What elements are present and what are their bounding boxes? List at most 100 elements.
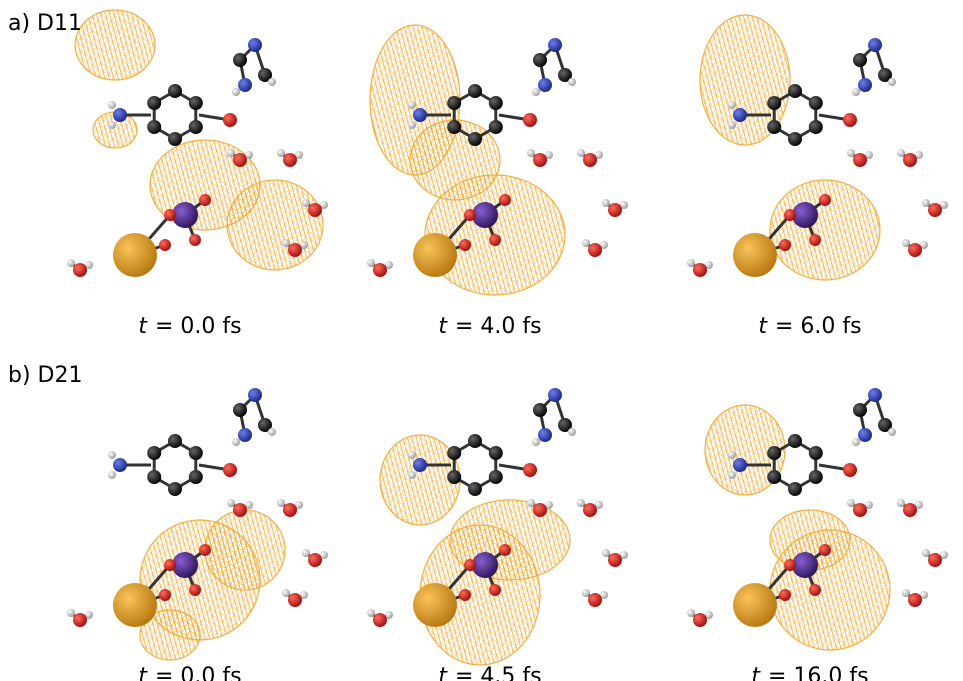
atom — [227, 149, 235, 157]
atom — [548, 38, 562, 52]
atom — [373, 613, 387, 627]
atom — [908, 593, 922, 607]
atom — [468, 482, 482, 496]
scene — [687, 388, 948, 650]
atom — [108, 471, 116, 479]
atom — [413, 458, 427, 472]
atom — [168, 434, 182, 448]
atom — [168, 84, 182, 98]
atom — [853, 153, 867, 167]
atom — [108, 451, 116, 459]
atom — [413, 233, 457, 277]
atom — [788, 84, 802, 98]
atom — [687, 259, 695, 267]
atom — [809, 234, 821, 246]
atom — [408, 101, 416, 109]
atom — [888, 78, 896, 86]
atom — [147, 96, 161, 110]
atom — [779, 589, 791, 601]
atom — [809, 120, 823, 134]
atom — [733, 458, 747, 472]
atom — [108, 101, 116, 109]
atom — [67, 609, 75, 617]
atom — [233, 403, 247, 417]
atom — [464, 209, 476, 221]
atom — [788, 434, 802, 448]
atom — [147, 120, 161, 134]
scene — [67, 10, 328, 277]
atom — [608, 553, 622, 567]
atom — [108, 121, 116, 129]
atom — [767, 120, 781, 134]
atom — [189, 120, 203, 134]
molecular-scenes: t= 0.0 fst= 0.0 fst= 4.0 fst= 4.5 fst= 6… — [67, 10, 948, 681]
atom — [819, 194, 831, 206]
atom — [288, 593, 302, 607]
atom — [788, 132, 802, 146]
atom — [853, 403, 867, 417]
atom — [728, 471, 736, 479]
atom — [767, 446, 781, 460]
panel-label: a) D11 — [8, 11, 82, 36]
atom — [533, 503, 547, 517]
atom — [168, 482, 182, 496]
atom — [73, 263, 87, 277]
atom — [538, 78, 552, 92]
atom — [447, 470, 461, 484]
atom — [602, 199, 610, 207]
atom — [852, 438, 860, 446]
atom — [447, 446, 461, 460]
atom — [527, 499, 535, 507]
atom — [199, 544, 211, 556]
atom — [238, 428, 252, 442]
atom — [283, 503, 297, 517]
atom — [767, 96, 781, 110]
atom — [232, 88, 240, 96]
atom — [147, 470, 161, 484]
atom — [588, 593, 602, 607]
frame-caption: t= 4.0 fs — [438, 314, 541, 339]
atom — [499, 194, 511, 206]
atom — [588, 243, 602, 257]
atom — [147, 446, 161, 460]
atom — [113, 458, 127, 472]
atom — [113, 233, 157, 277]
atom — [277, 149, 285, 157]
atom — [233, 53, 247, 67]
atom — [308, 553, 322, 567]
atom — [847, 149, 855, 157]
atom — [373, 263, 387, 277]
atom — [168, 132, 182, 146]
atom — [248, 38, 262, 52]
atom — [282, 239, 290, 247]
atom — [233, 503, 247, 517]
atom — [784, 209, 796, 221]
atom — [408, 451, 416, 459]
atom — [113, 108, 127, 122]
atom — [693, 613, 707, 627]
atom — [233, 153, 247, 167]
atom — [532, 438, 540, 446]
atom — [459, 589, 471, 601]
atom — [897, 149, 905, 157]
atom — [809, 584, 821, 596]
atom — [277, 499, 285, 507]
time-value: = 0.0 fs — [155, 314, 242, 339]
atom — [897, 499, 905, 507]
atom — [189, 96, 203, 110]
atom — [468, 434, 482, 448]
atom — [538, 428, 552, 442]
atom — [468, 132, 482, 146]
atom — [408, 471, 416, 479]
atom — [67, 259, 75, 267]
atom — [843, 113, 857, 127]
atom — [413, 583, 457, 627]
atom — [582, 589, 590, 597]
atom — [922, 199, 930, 207]
atom — [733, 233, 777, 277]
atom — [868, 388, 882, 402]
atom — [164, 559, 176, 571]
atom — [728, 101, 736, 109]
time-variable: t — [438, 314, 448, 339]
time-variable: t — [438, 664, 448, 681]
